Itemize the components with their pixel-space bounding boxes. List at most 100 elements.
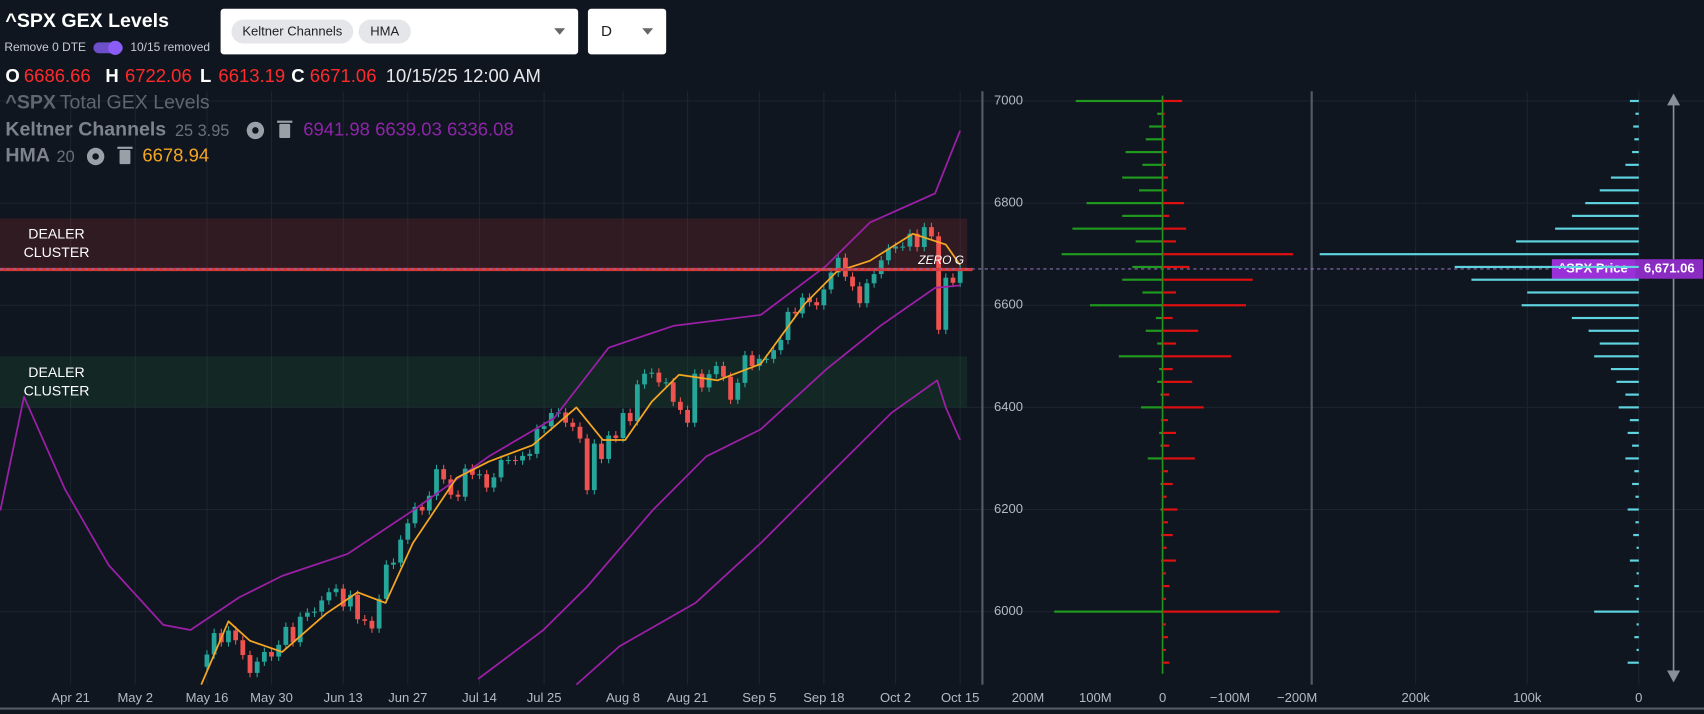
profile-bar [1625,457,1639,460]
gex-bar [1162,380,1193,383]
candle-body [735,382,741,400]
profile-bar [1610,176,1639,179]
candle-body [864,283,870,304]
gex-bar [1161,533,1163,537]
ohlc-value: 6613.19 [218,65,285,86]
gex-bar [1162,253,1294,256]
gex-bar [1162,610,1280,613]
gex-bar [1075,99,1163,103]
dealer-zone [0,356,968,408]
gex-bar [1162,419,1168,422]
gex-bar [1162,393,1170,396]
candle-body [620,412,626,439]
candle-body [656,372,662,383]
profile-bar [1319,253,1639,256]
profile-bar [1627,431,1639,434]
gex-bar [1162,125,1166,128]
gex-bar [1162,661,1170,664]
candle-body [886,248,891,261]
gex-bar [1162,444,1170,447]
x-tick-label: May 30 [250,690,293,705]
candle-body [692,373,698,423]
ohlc-key: H [105,65,118,86]
profile-bar [1627,508,1639,511]
profile-bar [1633,533,1639,537]
candle-body [907,233,913,247]
timeframe-dropdown[interactable] [587,8,667,55]
candle-body [513,459,518,462]
delete-icon-lid [277,120,293,123]
gex-bar [1162,533,1173,537]
legend-params: 20 [57,148,75,166]
candle-body [878,260,884,275]
candle-body [799,297,805,314]
gex-bar [1160,444,1163,447]
y-tick-label: 6000 [994,603,1023,618]
profile-bar [1629,99,1639,103]
candle-body [570,422,576,427]
x-tick-label: 100k [1513,690,1542,705]
settings-icon-hole [252,127,259,134]
legend-values: 6941.98 6639.03 6336.08 [303,118,514,139]
gex-bar [1162,623,1166,626]
y-tick-label: 6600 [994,297,1023,312]
gex-bar [1162,163,1166,166]
candle-body [340,588,346,607]
profile-bar [1610,367,1639,371]
gex-bar [1125,150,1163,154]
profile-bar [1634,585,1639,588]
gex-bar [1162,508,1178,511]
keltner-middle [477,284,961,680]
candle-body [943,277,949,330]
chip[interactable] [358,19,411,44]
chip-label: Keltner Channels [242,24,342,39]
profile-bar [1571,316,1639,320]
legend-params: 25 3.95 [175,122,229,140]
delete-icon[interactable] [119,149,131,165]
candle-body [634,384,640,422]
candle-body [627,412,633,422]
gex-bar [1142,163,1163,166]
candle-body [376,598,382,629]
gex-bar [1162,367,1173,371]
candle-body [434,469,439,496]
gex-bar [1086,202,1163,205]
x-tick-label: Aug 21 [667,690,708,705]
profile-bar [1625,163,1639,166]
ohlc-value: 6722.06 [125,65,192,86]
gex-bar [1161,546,1163,549]
candle-body [584,438,590,491]
profile-bar [1633,125,1639,128]
gex-bar [1161,661,1163,664]
delete-icon[interactable] [279,123,291,139]
profile-bar [1521,304,1639,307]
gex-bar [1162,406,1204,409]
profile-bar [1594,610,1639,613]
zone-label: DEALER [28,364,84,380]
gex-bar [1161,521,1163,524]
candle-body [362,619,368,621]
profile-bar [1594,355,1639,358]
candle-body [290,626,296,643]
gex-bar [1162,189,1167,192]
candle-body [950,277,956,283]
gex-bar [1157,112,1163,115]
zone-label: CLUSTER [24,244,90,260]
legend-indicator: HMA [5,145,50,167]
candle-body [642,373,647,385]
candle-body [749,355,755,367]
zero-gamma-label: ZERO G [917,253,964,267]
profile-bar [1636,623,1639,626]
profile-bar [1571,214,1639,217]
y-tick-label: 7000 [994,92,1023,107]
gex-bar [1162,572,1166,575]
candle-body [685,409,690,423]
x-tick-label: Oct 2 [880,690,911,705]
candle-body [850,276,855,287]
gex-bar [1162,304,1247,307]
candle-body [405,523,411,540]
profile-bar [1634,138,1639,141]
chip[interactable] [231,19,354,44]
candle-body [541,426,547,429]
profile-bar [1625,393,1639,396]
